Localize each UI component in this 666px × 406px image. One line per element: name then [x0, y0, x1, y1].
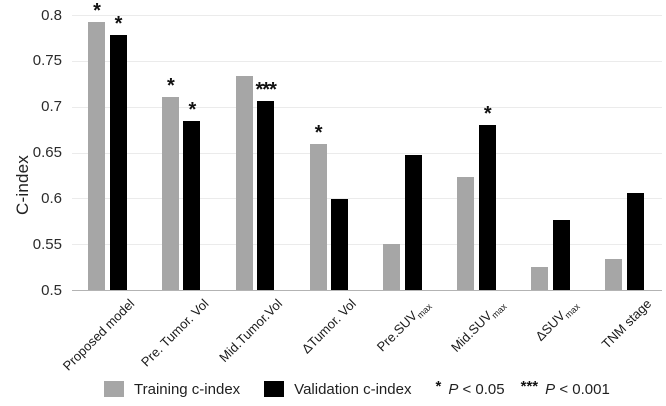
bar-training-6 [531, 267, 549, 290]
x-category-label-4: Pre.SUVmax [374, 301, 435, 355]
legend: Training c-index Validation c-index * P … [104, 378, 626, 400]
x-category-label-7: TNM stage [598, 296, 655, 352]
p-italic: P [448, 380, 459, 398]
p-value-label-single: P < 0.05 [448, 381, 504, 398]
y-tick-label-0.55: 0.55 [32, 235, 62, 253]
y-tick-label-0.7: 0.7 [41, 98, 62, 116]
y-tick-label-0.8: 0.8 [41, 6, 62, 24]
bar-training-2 [235, 76, 253, 290]
bar-validation-6 [552, 220, 570, 290]
gridline-0.65 [72, 152, 662, 154]
x-category-subscript: max [415, 301, 435, 321]
y-tick-label-0.5: 0.5 [41, 281, 62, 299]
x-category-subscript: max [489, 301, 509, 321]
p-value-label-triple: P < 0.001 [545, 381, 610, 398]
bar-validation-2 [257, 101, 275, 290]
bar-validation-4 [404, 155, 422, 290]
gridline-0.8 [72, 15, 662, 16]
gridline-0.6 [72, 198, 662, 200]
x-category-label-5: Mid.SUVmax [447, 301, 509, 355]
legend-swatch-validation [264, 381, 285, 397]
gridline-0.55 [72, 244, 662, 246]
y-tick-label-0.75: 0.75 [32, 52, 62, 70]
gridline-0.7 [72, 106, 662, 108]
bar-training-0 [88, 22, 105, 290]
bar-training-3 [309, 144, 327, 290]
x-category-label-0: Proposed model [59, 296, 138, 374]
significance-star-validation-0: * [114, 13, 123, 36]
gridline-0.5 [72, 290, 662, 291]
x-category-label-1: Pre. Tumor. Vol [137, 296, 212, 370]
bar-training-4 [383, 244, 401, 290]
bar-validation-7 [626, 192, 644, 290]
gridline-0.75 [72, 60, 662, 62]
significance-star-training-0: * [93, 0, 101, 23]
p-threshold: < 0.001 [559, 380, 610, 398]
significance-symbol-single: * [435, 377, 442, 395]
legend-label-validation: Validation c-index [294, 380, 412, 398]
significance-star-training-1: * [166, 74, 175, 97]
significance-symbol-triple: *** [520, 377, 539, 395]
legend-swatch-training [104, 381, 124, 397]
significance-star-validation-5: * [483, 103, 492, 125]
bar-validation-0 [109, 35, 127, 290]
x-category-label-6: ΔSUVmax [532, 301, 583, 344]
bar-training-7 [605, 258, 622, 290]
p-italic: P [545, 380, 556, 398]
significance-star-validation-1: * [188, 99, 196, 122]
bar-training-1 [161, 96, 179, 290]
bar-validation-3 [331, 199, 349, 290]
x-category-label-2: Mid.Tumor.Vol [215, 296, 285, 366]
y-tick-label-0.65: 0.65 [32, 144, 62, 161]
bar-validation-5 [478, 125, 496, 290]
y-tick-label-0.6: 0.6 [41, 189, 62, 207]
bar-training-5 [457, 177, 475, 290]
x-category-subscript: max [562, 301, 583, 321]
legend-label-training: Training c-index [134, 380, 241, 398]
bar-validation-1 [183, 121, 201, 290]
significance-star-training-3: * [314, 122, 323, 145]
x-category-label-3: ΔTumor. Vol [298, 296, 359, 357]
significance-star-validation-2: *** [255, 79, 277, 102]
p-threshold: < 0.05 [462, 380, 505, 398]
